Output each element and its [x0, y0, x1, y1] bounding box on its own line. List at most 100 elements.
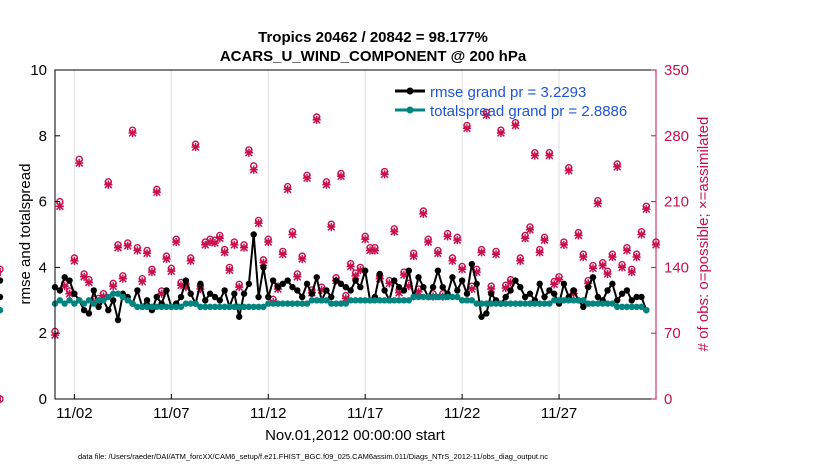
obs-assimilated-point	[424, 237, 433, 247]
totalspread-point	[105, 293, 112, 301]
totalspread-point	[85, 297, 93, 304]
obs-assimilated-point	[608, 252, 617, 262]
totalspread-point	[614, 303, 621, 311]
obs-assimilated-point	[598, 261, 607, 270]
y-axis-right-ticks: 0 70 140 210 280 350	[651, 62, 689, 408]
totalspread-point	[303, 300, 311, 307]
x-tick-label: 11/17	[347, 405, 383, 422]
totalspread-point	[119, 293, 127, 301]
obs-assimilated-point	[545, 151, 554, 160]
rmse-point	[400, 287, 408, 294]
rmse-point	[61, 274, 68, 281]
obs-possible-point	[0, 395, 4, 403]
rmse-point	[580, 303, 587, 311]
obs-assimilated-point	[622, 246, 631, 255]
totalspread-point	[623, 303, 631, 311]
rmse-point	[0, 277, 4, 284]
obs-assimilated-point	[293, 272, 302, 281]
totalspread-point	[589, 300, 597, 307]
totalspread-point	[492, 300, 500, 307]
rmse-point	[589, 274, 597, 281]
totalspread-point	[298, 300, 306, 307]
y-axis-right-label: # of obs: o=possible; ×=assimilated	[695, 117, 712, 352]
obs-assimilated-point	[70, 256, 79, 265]
totalspread-point	[391, 297, 398, 304]
obs-assimilated-point	[147, 268, 157, 277]
obs-assimilated-point	[215, 234, 224, 243]
rmse-point	[541, 293, 548, 301]
rmse-point	[221, 287, 228, 294]
obs-assimilated-point	[113, 243, 123, 252]
totalspread-point	[395, 297, 403, 304]
totalspread-point	[483, 300, 490, 307]
rmse-point	[323, 287, 330, 294]
obs-assimilated-point	[419, 209, 428, 218]
chart-title-line1: Tropics 20462 / 20842 = 98.177%	[258, 29, 488, 46]
rmse-point	[163, 287, 170, 294]
totalspread-point	[235, 303, 243, 311]
rmse-point	[551, 290, 558, 297]
totalspread-point	[260, 303, 267, 311]
totalspread-point	[342, 300, 350, 307]
obs-assimilated-point	[448, 256, 457, 265]
totalspread-point	[580, 297, 587, 304]
obs-assimilated-point	[521, 234, 530, 243]
obs-assimilated-point	[109, 282, 118, 291]
totalspread-point	[560, 297, 568, 304]
rmse-point	[478, 313, 485, 320]
totalspread-point	[434, 293, 442, 301]
obs-assimilated-point	[409, 252, 418, 261]
obs-assimilated-point	[588, 264, 598, 273]
totalspread-point	[153, 303, 160, 311]
totalspread-point	[114, 290, 122, 297]
totalspread-point	[255, 303, 262, 311]
obs-assimilated-point	[380, 170, 389, 179]
y-axis-left-ticks: 0 2 4 6 8 10	[30, 62, 60, 408]
totalspread-point	[211, 303, 219, 311]
totalspread-point	[425, 293, 432, 301]
obs-assimilated-point	[603, 269, 612, 279]
y-right-tick-label: 210	[664, 194, 689, 211]
obs-assimilated-point	[554, 275, 564, 284]
rmse-point	[633, 293, 640, 301]
totalspread-point	[289, 300, 296, 307]
rmse-point	[265, 293, 272, 301]
chart-title-line2: ACARS_U_WIND_COMPONENT @ 200 hPa	[220, 48, 527, 65]
totalspread-point	[454, 293, 461, 301]
rmse-point	[328, 293, 335, 301]
obs-assimilated-point	[65, 289, 74, 298]
totalspread-point	[202, 303, 209, 311]
totalspread-point	[400, 297, 408, 304]
rmse-point	[90, 287, 97, 294]
y-right-tick-label: 70	[664, 325, 681, 342]
rmse-point	[352, 277, 359, 284]
rmse-point	[240, 290, 248, 297]
obs-assimilated-point	[336, 172, 346, 181]
obs-assimilated-point	[191, 143, 200, 152]
totalspread-point	[279, 300, 286, 307]
obs-assimilated-point	[249, 165, 258, 174]
totalspread-point	[575, 297, 582, 304]
x-tick-label: 11/12	[250, 405, 286, 422]
x-tick-label: 11/07	[153, 405, 189, 422]
totalspread-point	[124, 297, 131, 304]
totalspread-point	[56, 297, 64, 304]
obs-assimilated-point	[123, 241, 132, 250]
x-tick-label: 11/27	[541, 405, 577, 422]
obs-assimilated-point	[172, 237, 181, 247]
obs-assimilated-point	[225, 266, 234, 275]
obs-assimilated-point	[278, 250, 287, 259]
rmse-point	[609, 280, 616, 288]
totalspread-point	[265, 300, 272, 307]
rmse-point	[604, 287, 611, 294]
totalspread-point	[148, 303, 156, 311]
obs-assimilated-point	[220, 248, 229, 257]
rmse-point	[628, 297, 635, 304]
totalspread-point	[594, 300, 602, 307]
x-gridlines	[73, 70, 560, 399]
rmse-point	[109, 297, 117, 304]
totalspread-point	[294, 300, 301, 307]
obs-assimilated-point	[346, 262, 355, 271]
totalspread-point	[90, 300, 97, 307]
